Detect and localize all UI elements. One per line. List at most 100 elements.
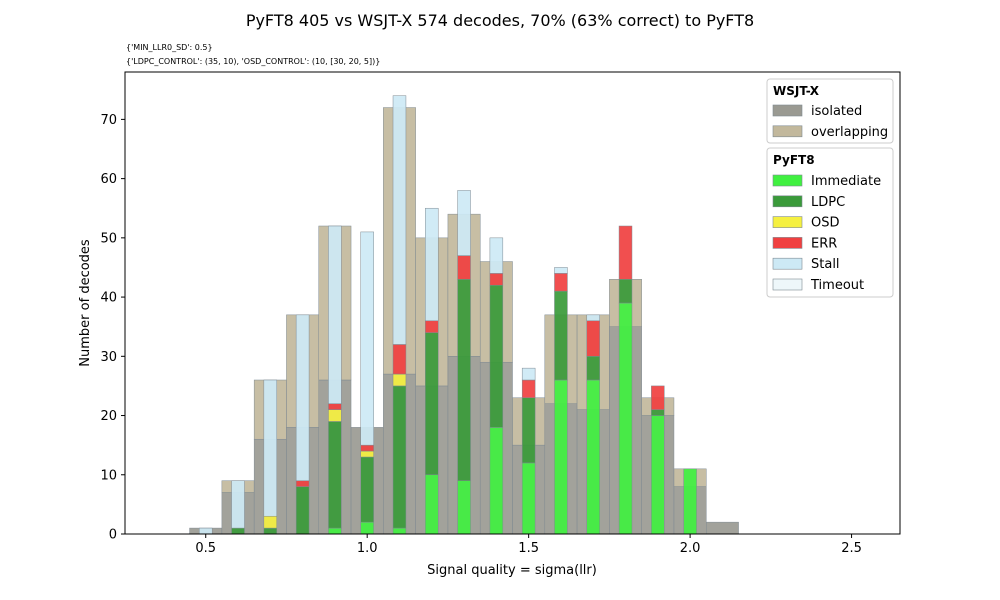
legend-label-stall: Stall (811, 257, 840, 272)
legend-pyft8-title: PyFT8 (773, 153, 815, 167)
legend-wsjtx-items: isolated overlapping (772, 104, 888, 140)
pyft8-bar-ldpc (328, 421, 342, 529)
pyft8-bar-err (489, 273, 504, 286)
pyft8-bar-immediate (554, 379, 568, 535)
legend-swatch-ldpc (772, 195, 803, 208)
pyft8-bar-osd (328, 409, 342, 422)
legend-swatch-immediate (772, 174, 803, 187)
pyft8-bar-ldpc (295, 486, 310, 535)
y-tick-label: 0 (109, 528, 117, 543)
legend-swatch-osd (772, 216, 803, 228)
x-axis-label: Signal quality = sigma(llr) (427, 563, 597, 578)
pyft8-bar-ldpc (360, 456, 374, 523)
pyft8-bar-immediate (457, 480, 471, 535)
pyft8-bar-immediate (521, 462, 536, 535)
pyft8-bar-ldpc (618, 279, 633, 304)
pyft8-bar-ldpc (263, 527, 278, 535)
plot-frame (124, 71, 901, 535)
pyft8-bar-stall (457, 190, 471, 256)
legend-label-isolated: isolated (811, 104, 862, 119)
pyft8-bar-err (554, 273, 568, 292)
legend-label-immediate: Immediate (811, 174, 881, 189)
y-tick-label: 70 (100, 113, 117, 128)
pyft8-bar-err (360, 444, 374, 452)
pyft8-bar-stall (328, 225, 342, 404)
y-axis: 0 10 20 30 40 50 60 70 (100, 113, 125, 543)
pyft8-bar-ldpc (457, 279, 471, 481)
pyft8-bar-stall (263, 379, 278, 517)
pyft8-bar-err (618, 225, 633, 280)
pyft8-bar-ldpc (554, 290, 568, 381)
pyft8-bar-immediate (618, 302, 633, 535)
y-tick-label: 10 (100, 468, 117, 483)
pyft8-bar-ldpc (651, 409, 665, 416)
legend-label-osd: OSD (811, 216, 840, 231)
pyft8-bar-ldpc (489, 284, 504, 428)
pyft8-bar-err (521, 379, 536, 399)
pyft8-bar-stall (231, 480, 245, 529)
x-tick-label: 0.5 (195, 541, 216, 556)
pyft8-bar-stall (554, 267, 568, 274)
pyft8-bars (199, 95, 697, 535)
y-axis-label: Number of decodes (78, 239, 93, 367)
pyft8-bar-stall (392, 95, 407, 345)
legend-pyft8-items: Immediate LDPC OSD ERR Stall Timeout (772, 174, 881, 293)
pyft8-bar-immediate (651, 415, 665, 535)
x-axis: 0.5 1.0 1.5 2.0 2.5 (195, 534, 862, 556)
pyft8-bar-stall (360, 231, 374, 446)
pyft8-bar-ldpc (231, 527, 245, 535)
wsjtx-bar-isolated (706, 521, 739, 535)
pyft8-bar-ldpc (586, 356, 600, 381)
x-tick-label: 2.5 (841, 541, 862, 556)
legend-label-err: ERR (811, 236, 837, 251)
pyft8-bar-err (295, 480, 310, 487)
y-tick-label: 20 (100, 409, 117, 424)
legend-swatch-overlapping (772, 125, 803, 138)
x-tick-label: 1.0 (357, 541, 378, 556)
pyft8-bar-err (392, 344, 407, 375)
legend-swatch-isolated (772, 104, 803, 117)
pyft8-bar-immediate (683, 468, 697, 535)
pyft8-bar-ldpc (521, 397, 536, 464)
params-line-1: {'MIN_LLR0_SD': 0.5} (126, 43, 213, 52)
legend-label-overlapping: overlapping (811, 125, 888, 140)
pyft8-bar-osd (392, 373, 407, 387)
pyft8-bar-immediate (489, 427, 504, 535)
pyft8-bar-osd (360, 450, 374, 458)
legend-swatch-timeout (772, 278, 803, 291)
pyft8-bar-immediate (586, 379, 600, 535)
legend-wsjtx-title: WSJT-X (773, 84, 820, 98)
pyft8-bar-osd (263, 515, 278, 529)
legend-label-ldpc: LDPC (811, 195, 845, 210)
legend-swatch-err (772, 237, 803, 249)
params-line-2: {'LDPC_CONTROL': (35, 10), 'OSD_CONTROL'… (126, 57, 380, 66)
pyft8-bar-err (651, 385, 665, 410)
pyft8-bar-immediate (425, 474, 439, 535)
legend-label-timeout: Timeout (810, 278, 864, 293)
legend-swatch-stall (772, 257, 803, 270)
chart-title: PyFT8 405 vs WSJT-X 574 decodes, 70% (63… (246, 11, 754, 30)
y-tick-label: 50 (100, 231, 117, 246)
y-tick-label: 60 (100, 172, 117, 187)
pyft8-bar-stall (586, 314, 600, 322)
pyft8-bar-ldpc (425, 332, 439, 476)
pyft8-bar-err (328, 403, 342, 410)
x-tick-label: 1.5 (518, 541, 539, 556)
pyft8-bar-immediate (360, 521, 374, 535)
y-tick-label: 40 (100, 291, 117, 306)
pyft8-bar-stall (521, 367, 536, 381)
legend-wsjtx: WSJT-X isolated overlapping (766, 78, 894, 144)
pyft8-bar-immediate (328, 527, 342, 535)
pyft8-bar-err (425, 320, 439, 333)
pyft8-bar-err (457, 255, 471, 280)
pyft8-bar-stall (489, 237, 504, 274)
pyft8-bar-immediate (392, 527, 407, 535)
legend-pyft8: PyFT8 Immediate LDPC OSD ERR Stall Timeout (766, 147, 894, 298)
pyft8-bar-err (586, 320, 600, 357)
x-tick-label: 2.0 (680, 541, 701, 556)
pyft8-bar-ldpc (392, 385, 407, 529)
pyft8-bar-stall (199, 527, 213, 535)
pyft8-bar-stall (295, 314, 310, 481)
y-tick-label: 30 (100, 350, 117, 365)
